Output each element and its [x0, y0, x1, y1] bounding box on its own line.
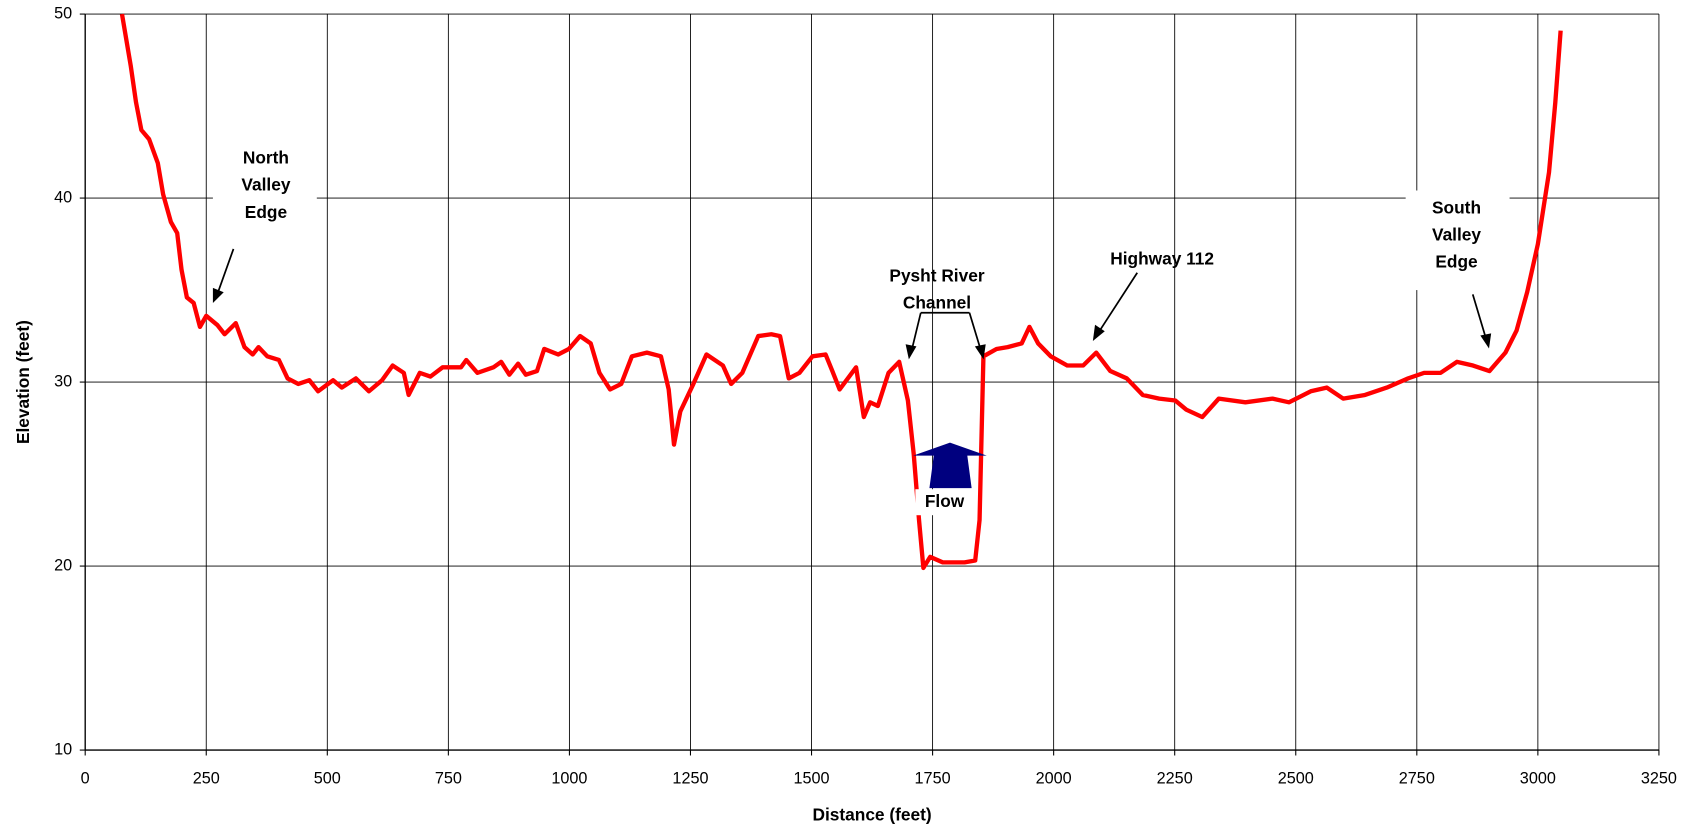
x-tick-label: 0 — [81, 770, 90, 788]
y-tick-label: 10 — [54, 740, 72, 758]
annotations: North Valley Edge Pysht River Channel Hi… — [212, 140, 1510, 516]
x-tick-label: 2500 — [1278, 770, 1314, 788]
annotation: Channel — [903, 293, 971, 313]
label-bg — [915, 489, 975, 516]
arrow-head — [1092, 324, 1105, 341]
flow-arrow — [913, 442, 987, 489]
x-tick-label: 2000 — [1036, 770, 1072, 788]
arrow — [1471, 294, 1487, 338]
annotation: Highway 112 — [1110, 248, 1214, 268]
y-axis-label: Elevation (feet) — [13, 320, 33, 444]
x-tick-label: 2750 — [1399, 770, 1435, 788]
x-tick-label: 750 — [435, 770, 462, 788]
arrow-head — [905, 344, 917, 360]
y-tick-label: 40 — [54, 188, 72, 206]
annotation: Pysht River — [889, 266, 984, 286]
arrow-head — [212, 287, 224, 304]
x-tick-label: 500 — [314, 770, 341, 788]
annotation: Valley — [1432, 225, 1481, 245]
annotation: Flow — [925, 491, 965, 511]
annotation: Edge — [245, 202, 288, 222]
x-tick-label: 1250 — [672, 770, 708, 788]
arrow-head — [974, 344, 986, 360]
arrow — [911, 311, 982, 349]
x-tick-label: 1750 — [915, 770, 951, 788]
annotation: Edge — [1435, 252, 1478, 272]
annotation: Valley — [241, 175, 290, 195]
x-axis-label: Distance (feet) — [812, 805, 931, 825]
label-bg — [1405, 190, 1510, 291]
x-tick-label: 1500 — [793, 770, 829, 788]
arrow — [216, 248, 235, 295]
y-tick-label: 50 — [54, 4, 72, 22]
annotation: North — [243, 148, 289, 168]
arrow-head — [1480, 333, 1492, 349]
x-tick-label: 2250 — [1157, 770, 1193, 788]
x-tick-label: 3250 — [1641, 770, 1677, 788]
y-tick-label: 20 — [54, 556, 72, 574]
x-tick-label: 1000 — [551, 770, 587, 788]
annotation: South — [1432, 197, 1481, 217]
series-line — [119, 13, 1563, 571]
arrow — [1098, 272, 1138, 332]
x-tick-label: 250 — [193, 770, 220, 788]
label-bg — [212, 140, 317, 230]
y-tick-label: 30 — [54, 372, 72, 390]
x-tick-label: 3000 — [1520, 770, 1556, 788]
